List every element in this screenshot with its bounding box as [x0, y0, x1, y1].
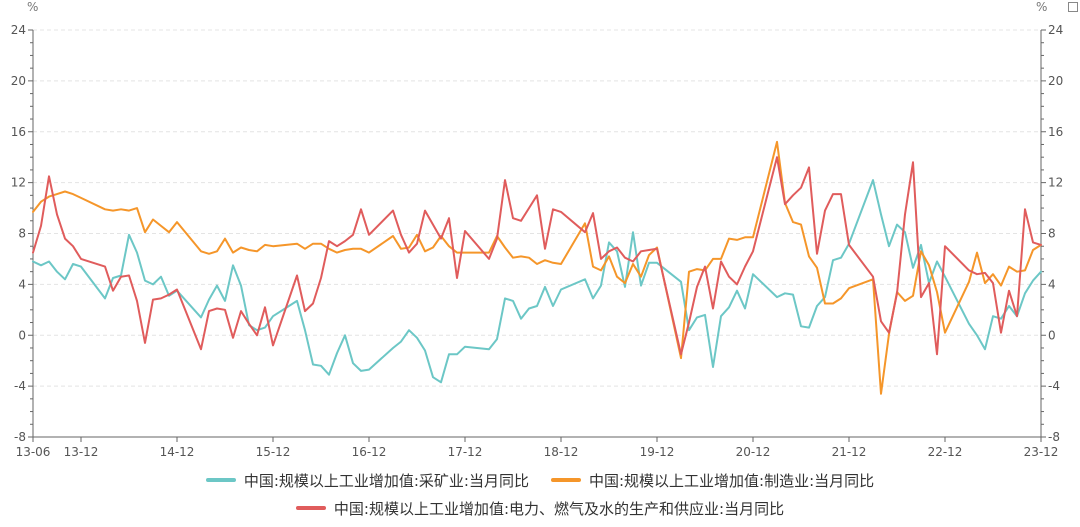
series-lines [32, 140, 1042, 395]
x-tick-label: 13-06 [16, 445, 51, 459]
legend-row-1: 中国:规模以上工业增加值:采矿业:当月同比 中国:规模以上工业增加值:制造业:当… [0, 466, 1080, 494]
y-tick-label-right: 0 [1048, 328, 1056, 342]
right-y-unit-label: % [1036, 0, 1047, 14]
legend-label-utilities: 中国:规模以上工业增加值:电力、燃气及水的生产和供应业:当月同比 [333, 499, 785, 518]
grid-lines [33, 29, 1041, 387]
left-y-unit-label: % [27, 0, 38, 14]
x-tick-label: 15-12 [256, 445, 291, 459]
x-tick-label: 13-12 [64, 445, 99, 459]
y-tick-label-right: 8 [1048, 227, 1056, 241]
y-tick-label-left: 16 [11, 125, 26, 139]
y-tick-label-left: 8 [18, 227, 26, 241]
series-line-2 [32, 156, 1042, 356]
legend-label-manufacturing: 中国:规模以上工业增加值:制造业:当月同比 [589, 471, 875, 490]
axes: % % -8 -8 -4 -4 0 0 4 4 8 8 12 12 16 16 20 20 24 24 13-06 1… [11, 0, 1064, 459]
x-tick-label: 18-12 [544, 445, 579, 459]
series-line-0 [32, 179, 1042, 384]
y-tick-label-left: 12 [11, 176, 26, 190]
y-tick-label-right: 4 [1048, 277, 1056, 291]
legend-item-manufacturing[interactable]: 中国:规模以上工业增加值:制造业:当月同比 [551, 470, 874, 491]
x-tick-label: 23-12 [1024, 445, 1059, 459]
x-tick-label: 17-12 [448, 445, 483, 459]
y-tick-label-right: 20 [1048, 74, 1063, 88]
y-tick-label-right: 24 [1048, 23, 1063, 37]
series-line-1 [32, 140, 1042, 395]
x-tick-label: 14-12 [160, 445, 195, 459]
chart-option-button[interactable] [1068, 2, 1078, 12]
legend-row-2: 中国:规模以上工业增加值:电力、燃气及水的生产和供应业:当月同比 [0, 494, 1080, 522]
x-tick-label: 20-12 [736, 445, 771, 459]
y-tick-label-left: -8 [14, 430, 26, 444]
y-tick-label-left: 4 [18, 277, 26, 291]
y-tick-label-right: 12 [1048, 176, 1063, 190]
x-tick-label: 21-12 [832, 445, 867, 459]
legend-swatch-manufacturing [551, 478, 581, 482]
x-tick-label: 19-12 [640, 445, 675, 459]
y-tick-label-right: 16 [1048, 125, 1063, 139]
line-chart: % % -8 -8 -4 -4 0 0 4 4 8 8 12 12 16 16 20 20 24 24 13-06 1… [11, 0, 1064, 459]
y-tick-label-left: 24 [11, 23, 26, 37]
legend-swatch-utilities [295, 506, 326, 510]
y-tick-label-right: -8 [1048, 430, 1060, 444]
y-tick-label-left: 0 [18, 328, 26, 342]
y-tick-label-left: -4 [14, 379, 26, 393]
legend-item-mining[interactable]: 中国:规模以上工业增加值:采矿业:当月同比 [205, 470, 529, 491]
y-tick-label-left: 20 [11, 74, 26, 88]
legend-swatch-mining [205, 478, 236, 482]
legend-item-utilities[interactable]: 中国:规模以上工业增加值:电力、燃气及水的生产和供应业:当月同比 [295, 498, 785, 519]
x-tick-label: 22-12 [928, 445, 963, 459]
y-tick-label-right: -4 [1048, 379, 1060, 393]
legend-label-mining: 中国:规模以上工业增加值:采矿业:当月同比 [243, 471, 529, 490]
legend: 中国:规模以上工业增加值:采矿业:当月同比 中国:规模以上工业增加值:制造业:当… [0, 466, 1080, 522]
x-tick-label: 16-12 [352, 445, 387, 459]
